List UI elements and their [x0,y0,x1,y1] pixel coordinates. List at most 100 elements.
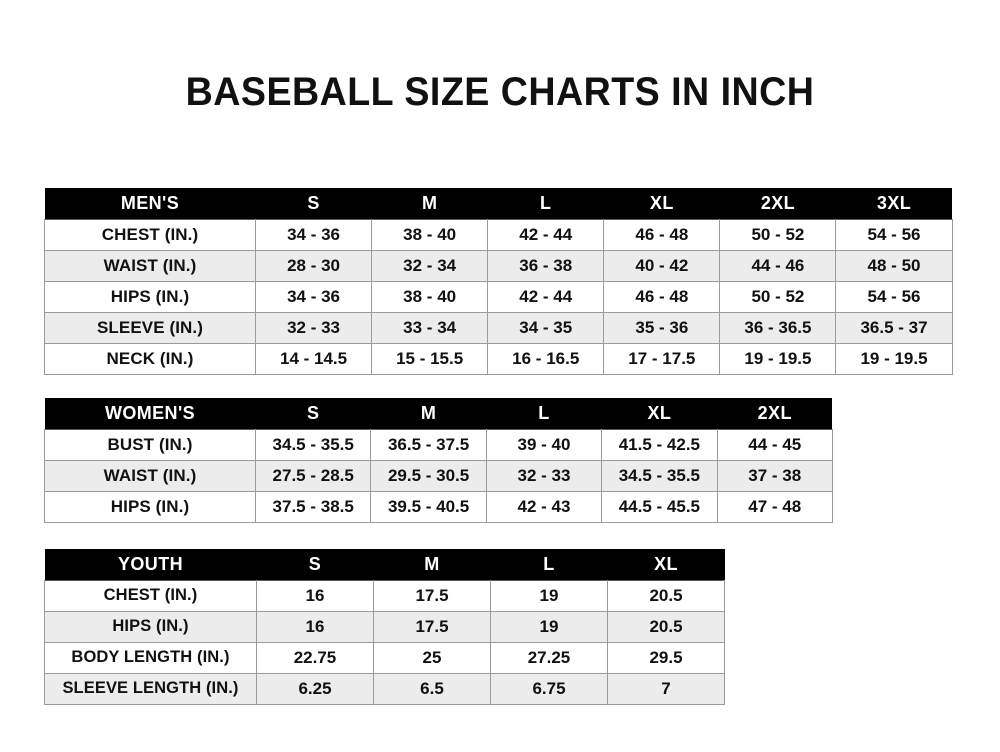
table-row: HIPS (IN.) 16 17.5 19 20.5 [44,611,725,643]
row-label-neck: NECK (IN.) [44,343,256,375]
cell-hips-3xl: 54 - 56 [835,281,953,313]
table-row: SLEEVE LENGTH (IN.) 6.25 6.5 6.75 7 [44,673,725,705]
cell-sleeve-2xl: 36 - 36.5 [719,312,837,344]
cell-sleeve-length-m: 6.5 [373,673,491,705]
cell-waist-l: 32 - 33 [486,460,603,492]
womens-table-body: BUST (IN.) 34.5 - 35.5 36.5 - 37.5 39 - … [44,428,833,523]
cell-waist-l: 36 - 38 [487,250,605,282]
row-label-chest: CHEST (IN.) [44,218,256,251]
row-label-waist: WAIST (IN.) [44,460,256,492]
mens-header-row: MEN'S S M L XL 2XL 3XL [44,188,953,219]
cell-hips-xl: 44.5 - 45.5 [601,491,718,523]
row-label-sleeve-length: SLEEVE LENGTH (IN.) [44,673,257,705]
youth-header-row: YOUTH S M L XL [44,549,725,580]
cell-hips-s: 34 - 36 [255,281,373,313]
womens-header-size-m: M [370,398,487,429]
table-row: WAIST (IN.) 27.5 - 28.5 29.5 - 30.5 32 -… [44,460,833,492]
row-label-hips: HIPS (IN.) [44,491,256,523]
mens-header-size-3xl: 3XL [835,188,953,219]
cell-waist-m: 32 - 34 [371,250,489,282]
mens-header-size-l: L [487,188,604,219]
mens-table-header: MEN'S S M L XL 2XL 3XL [44,188,953,219]
youth-table-header: YOUTH S M L XL [44,549,725,580]
table-row: CHEST (IN.) 16 17.5 19 20.5 [44,579,725,612]
cell-hips-m: 39.5 - 40.5 [370,491,487,523]
cell-sleeve-xl: 35 - 36 [603,312,721,344]
cell-neck-l: 16 - 16.5 [487,343,605,375]
cell-neck-m: 15 - 15.5 [371,343,489,375]
mens-table-body: CHEST (IN.) 34 - 36 38 - 40 42 - 44 46 -… [44,218,953,375]
row-label-body-length: BODY LENGTH (IN.) [44,642,257,674]
youth-size-table: YOUTH S M L XL CHEST (IN.) 16 17.5 19 20… [44,549,725,705]
cell-waist-3xl: 48 - 50 [835,250,953,282]
cell-hips-xl: 20.5 [607,611,725,643]
womens-header-size-2xl: 2XL [717,398,833,429]
cell-bust-m: 36.5 - 37.5 [370,428,487,461]
cell-chest-l: 42 - 44 [487,218,605,251]
cell-body-length-l: 27.25 [490,642,608,674]
cell-chest-m: 17.5 [373,579,491,612]
cell-chest-s: 16 [256,579,374,612]
mens-header-size-xl: XL [603,188,720,219]
youth-header-category: YOUTH [44,549,257,580]
cell-sleeve-length-s: 6.25 [256,673,374,705]
cell-neck-3xl: 19 - 19.5 [835,343,953,375]
table-row: WAIST (IN.) 28 - 30 32 - 34 36 - 38 40 -… [44,250,953,282]
cell-sleeve-3xl: 36.5 - 37 [835,312,953,344]
womens-header-category: WOMEN'S [44,398,256,429]
cell-chest-l: 19 [490,579,608,612]
cell-waist-xl: 34.5 - 35.5 [601,460,718,492]
table-row: HIPS (IN.) 34 - 36 38 - 40 42 - 44 46 - … [44,281,953,313]
womens-header-row: WOMEN'S S M L XL 2XL [44,398,833,429]
cell-bust-s: 34.5 - 35.5 [255,428,372,461]
cell-hips-2xl: 50 - 52 [719,281,837,313]
table-row: BODY LENGTH (IN.) 22.75 25 27.25 29.5 [44,642,725,674]
cell-neck-xl: 17 - 17.5 [603,343,721,375]
table-row: SLEEVE (IN.) 32 - 33 33 - 34 34 - 35 35 … [44,312,953,344]
mens-header-size-2xl: 2XL [719,188,836,219]
row-label-hips: HIPS (IN.) [44,281,256,313]
womens-table-header: WOMEN'S S M L XL 2XL [44,398,833,429]
cell-hips-m: 17.5 [373,611,491,643]
cell-bust-2xl: 44 - 45 [717,428,833,461]
cell-chest-2xl: 50 - 52 [719,218,837,251]
table-row: NECK (IN.) 14 - 14.5 15 - 15.5 16 - 16.5… [44,343,953,375]
row-label-hips: HIPS (IN.) [44,611,257,643]
cell-hips-l: 42 - 44 [487,281,605,313]
row-label-sleeve: SLEEVE (IN.) [44,312,256,344]
womens-header-size-s: S [255,398,371,429]
mens-header-category: MEN'S [44,188,256,219]
cell-bust-xl: 41.5 - 42.5 [601,428,718,461]
cell-waist-s: 28 - 30 [255,250,373,282]
cell-body-length-m: 25 [373,642,491,674]
cell-hips-s: 37.5 - 38.5 [255,491,372,523]
youth-header-size-s: S [256,549,374,580]
cell-sleeve-m: 33 - 34 [371,312,489,344]
cell-waist-2xl: 37 - 38 [717,460,833,492]
cell-chest-xl: 46 - 48 [603,218,721,251]
cell-hips-l: 42 - 43 [486,491,603,523]
cell-waist-xl: 40 - 42 [603,250,721,282]
cell-chest-m: 38 - 40 [371,218,489,251]
mens-header-size-s: S [255,188,372,219]
cell-hips-m: 38 - 40 [371,281,489,313]
youth-header-size-m: M [373,549,491,580]
youth-header-size-l: L [490,549,608,580]
row-label-chest: CHEST (IN.) [44,579,257,612]
cell-hips-l: 19 [490,611,608,643]
row-label-bust: BUST (IN.) [44,428,256,461]
cell-chest-3xl: 54 - 56 [835,218,953,251]
womens-header-size-xl: XL [601,398,718,429]
cell-sleeve-s: 32 - 33 [255,312,373,344]
cell-body-length-xl: 29.5 [607,642,725,674]
youth-table-body: CHEST (IN.) 16 17.5 19 20.5 HIPS (IN.) 1… [44,579,725,705]
cell-hips-s: 16 [256,611,374,643]
cell-waist-2xl: 44 - 46 [719,250,837,282]
table-row: HIPS (IN.) 37.5 - 38.5 39.5 - 40.5 42 - … [44,491,833,523]
cell-chest-xl: 20.5 [607,579,725,612]
cell-sleeve-length-l: 6.75 [490,673,608,705]
cell-waist-s: 27.5 - 28.5 [255,460,372,492]
cell-neck-s: 14 - 14.5 [255,343,373,375]
cell-bust-l: 39 - 40 [486,428,603,461]
